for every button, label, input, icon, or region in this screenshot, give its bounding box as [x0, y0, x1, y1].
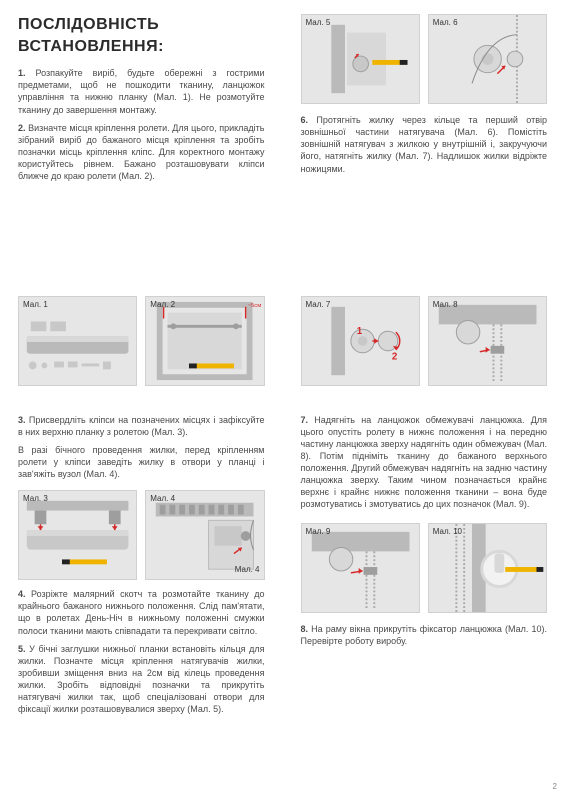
step-3b: В разі бічного проведення жилки, перед к… [18, 444, 265, 480]
figure-label: Мал. 5 [306, 18, 331, 29]
figure-label: Мал. 3 [23, 494, 48, 505]
figure-row-top: Мал. 5 Мал. 6 [301, 14, 548, 104]
figure-label: Мал. 4 [150, 494, 175, 505]
figure-row: Мал. 9 Мал. 10 [301, 523, 548, 613]
figure-3: Мал. 3 [18, 490, 137, 580]
figure-label: Мал. 6 [433, 18, 458, 29]
step-text: У бічні заглушки нижньої планки встанові… [18, 644, 265, 715]
step-number: 7. [301, 415, 309, 425]
step-8: 8. На раму вікна прикрутіть фіксатор лан… [301, 623, 548, 647]
figure-row: Мал. 1 Мал. 2 [18, 296, 265, 386]
figure-5: Мал. 5 [301, 14, 420, 104]
step-text: Визначте місця кріплення ролети. Для цьо… [18, 123, 265, 182]
quadrant-top-right: Мал. 5 Мал. 6 [283, 0, 565, 400]
step-number: 3. [18, 415, 26, 425]
figure-label: Мал. 2 [150, 300, 175, 311]
step-text: На раму вікна прикрутіть фіксатор ланцюж… [301, 624, 547, 646]
step-text: Надягніть на ланцюжок обмежувачі ланцюжк… [301, 415, 548, 510]
step-1: 1. Розпакуйте виріб, будьте обережні з г… [18, 67, 265, 116]
step-number: 6. [301, 115, 309, 125]
step-5: 5. У бічні заглушки нижньої планки встан… [18, 643, 265, 716]
figure-8: Мал. 8 [428, 296, 547, 386]
step-text: Розпакуйте виріб, будьте обережні з гост… [18, 68, 265, 114]
figure-10: Мал. 10 [428, 523, 547, 613]
quadrant-bottom-left: 3. Присвердліть кліпси на позначених міс… [0, 400, 283, 799]
quadrant-top-left: ПОСЛІДОВНІСТЬ ВСТАНОВЛЕННЯ: 1. Розпакуйт… [0, 0, 283, 400]
figure-row: Мал. 7 1 2 Мал. 8 [301, 296, 548, 386]
instruction-sheet: ПОСЛІДОВНІСТЬ ВСТАНОВЛЕННЯ: 1. Розпакуйт… [0, 0, 565, 799]
svg-text:2: 2 [391, 351, 397, 362]
quadrant-bottom-right: 7. Надягніть на ланцюжок обмежувачі ланц… [283, 400, 565, 799]
figure-label: Мал. 7 [306, 300, 331, 311]
step-text: В разі бічного проведення жилки, перед к… [18, 445, 265, 479]
page-number: 2 [553, 782, 557, 793]
step-3: 3. Присвердліть кліпси на позначених міс… [18, 414, 265, 438]
figure-label: Мал. 1 [23, 300, 48, 311]
step-number: 1. [18, 68, 26, 78]
step-text: Присвердліть кліпси на позначених місцях… [18, 415, 265, 437]
figure-label: Мал. 10 [433, 527, 462, 538]
step-2: 2. Визначте місця кріплення ролети. Для … [18, 122, 265, 183]
figure-6: Мал. 6 [428, 14, 547, 104]
figure-label: Мал. 9 [306, 527, 331, 538]
figure-row: Мал. 3 Мал. 4 Мал. 4 [18, 490, 265, 580]
step-text: Розріжте малярний скотч та розмотайте тк… [18, 589, 265, 635]
step-number: 4. [18, 589, 26, 599]
step-7: 7. Надягніть на ланцюжок обмежувачі ланц… [301, 414, 548, 511]
figure-label-alt: Мал. 4 [235, 565, 260, 576]
step-text: Протягніть жилку через кільце та перший … [301, 115, 548, 174]
figure-1: Мал. 1 [18, 296, 137, 386]
figure-9: Мал. 9 [301, 523, 420, 613]
step-6: 6. Протягніть жилку через кільце та перш… [301, 114, 548, 175]
step-4: 4. Розріжте малярний скотч та розмотайте… [18, 588, 265, 637]
figure-7: Мал. 7 1 2 [301, 296, 420, 386]
figure-label: Мал. 8 [433, 300, 458, 311]
page-title: ПОСЛІДОВНІСТЬ ВСТАНОВЛЕННЯ: [18, 14, 265, 57]
svg-text:~5см: ~5см [248, 302, 262, 308]
step-number: 8. [301, 624, 309, 634]
step-number: 5. [18, 644, 26, 654]
step-number: 2. [18, 123, 26, 133]
svg-text:1: 1 [356, 326, 362, 337]
figure-2: Мал. 2 ~5см [145, 296, 264, 386]
figure-4: Мал. 4 Мал. 4 [145, 490, 264, 580]
